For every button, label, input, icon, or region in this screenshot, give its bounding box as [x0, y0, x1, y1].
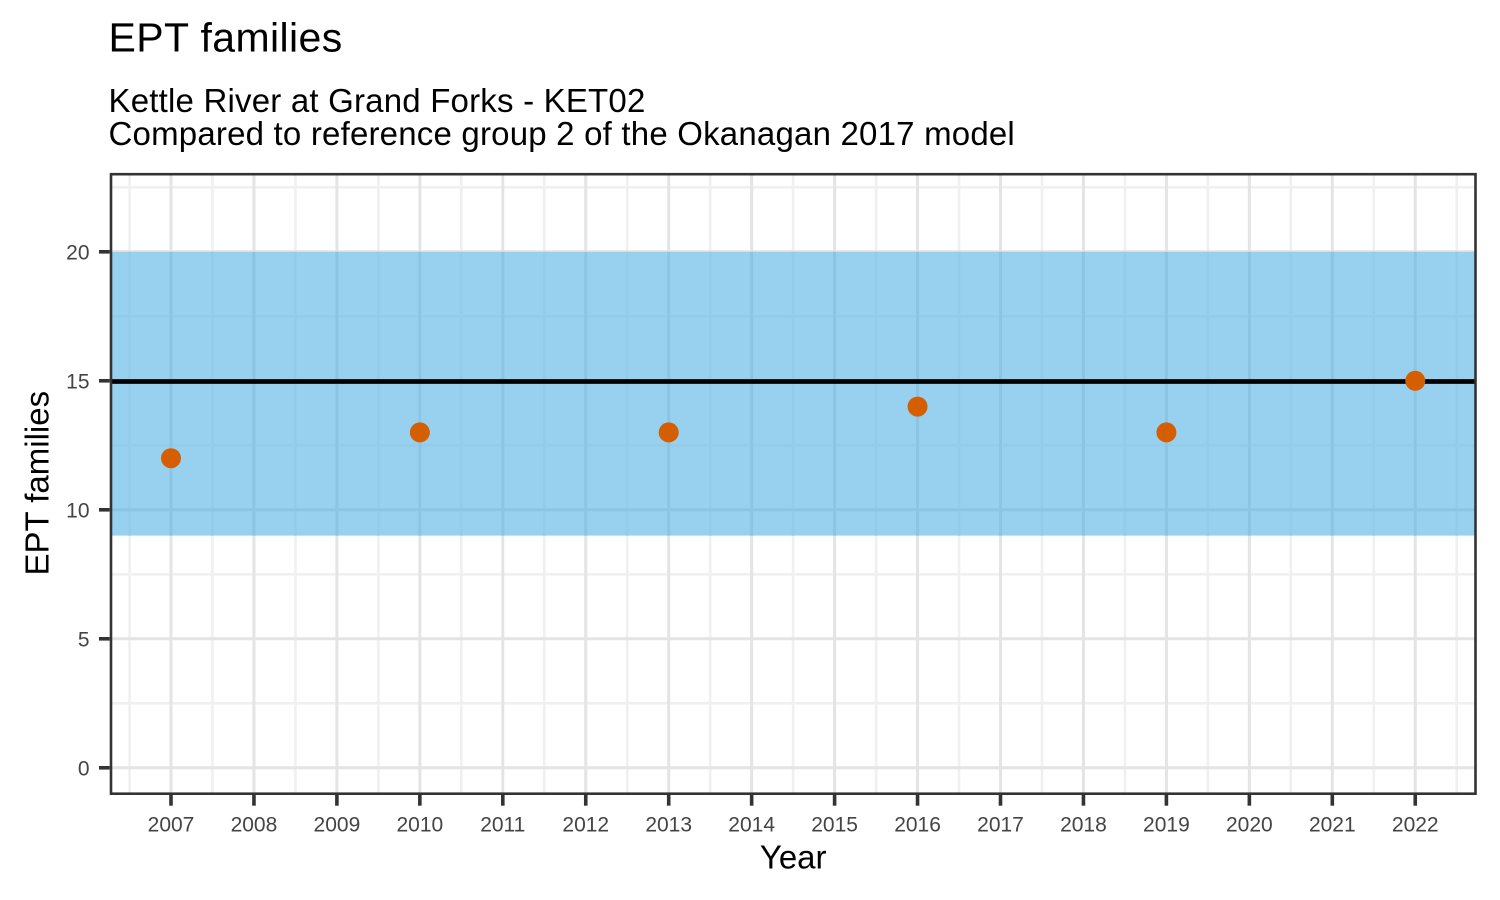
svg-text:2015: 2015 — [811, 814, 858, 837]
svg-text:2008: 2008 — [231, 814, 278, 837]
svg-text:2007: 2007 — [148, 814, 195, 837]
svg-text:2022: 2022 — [1392, 814, 1439, 837]
svg-text:2016: 2016 — [894, 814, 941, 837]
svg-text:EPT families: EPT families — [109, 14, 343, 60]
svg-text:2017: 2017 — [977, 814, 1024, 837]
svg-text:2010: 2010 — [396, 814, 443, 837]
svg-text:2020: 2020 — [1226, 814, 1273, 837]
svg-text:2009: 2009 — [314, 814, 361, 837]
svg-text:15: 15 — [66, 370, 89, 393]
svg-text:2012: 2012 — [562, 814, 609, 837]
svg-text:2019: 2019 — [1143, 814, 1190, 837]
svg-text:EPT families: EPT families — [19, 391, 56, 576]
svg-text:2013: 2013 — [645, 814, 692, 837]
svg-text:2014: 2014 — [728, 814, 775, 837]
svg-text:Compared to reference group 2: Compared to reference group 2 of the Oka… — [109, 115, 1015, 152]
svg-text:2011: 2011 — [480, 814, 525, 837]
svg-text:Year: Year — [760, 839, 827, 876]
svg-text:5: 5 — [78, 628, 90, 651]
svg-text:20: 20 — [66, 241, 89, 264]
svg-text:2021: 2021 — [1309, 814, 1356, 837]
svg-text:10: 10 — [66, 499, 89, 522]
svg-text:2018: 2018 — [1060, 814, 1107, 837]
svg-text:Kettle River at Grand Forks -: Kettle River at Grand Forks - KET02 — [109, 82, 646, 119]
svg-text:0: 0 — [78, 757, 90, 780]
